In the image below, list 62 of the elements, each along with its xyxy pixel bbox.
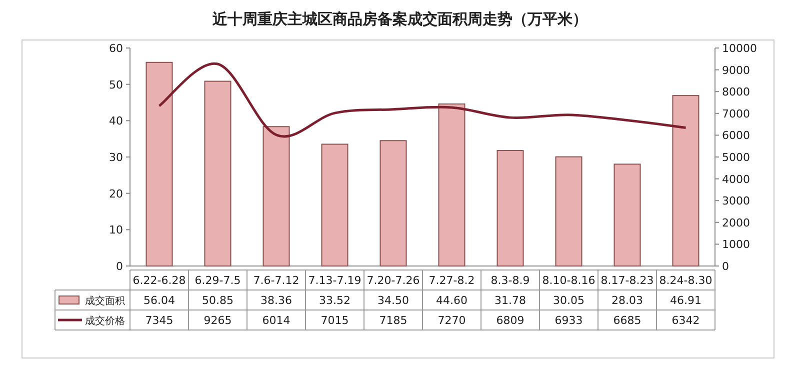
x-tick-label: 8.3-8.9 [490, 274, 530, 287]
y-tick-label: 10 [109, 224, 123, 237]
data-label: 7185 [379, 314, 408, 327]
line-series [158, 62, 687, 138]
data-label: 7015 [320, 314, 349, 327]
data-label: 46.91 [670, 294, 702, 307]
y2-tick-label: 0 [722, 260, 729, 273]
bar [321, 144, 348, 266]
x-tick-label: 8.10-8.16 [542, 274, 596, 287]
bar [496, 150, 524, 266]
y2-tick-label: 7000 [722, 107, 750, 120]
data-label: 38.36 [260, 294, 292, 307]
data-label: 6685 [613, 314, 642, 327]
x-tick-label: 7.6-7.12 [253, 274, 300, 287]
data-label: 33.52 [319, 294, 350, 307]
x-tick-label: 8.17-8.23 [600, 274, 654, 287]
bar [555, 156, 582, 266]
data-label: 7270 [438, 314, 466, 327]
legend-label: 成交面积 [85, 295, 125, 307]
bar [614, 164, 641, 266]
bar [672, 95, 700, 266]
x-tick-label: 7.20-7.26 [366, 274, 420, 287]
x-tick-label: 7.13-7.19 [308, 274, 362, 287]
x-tick-label: 6.22-6.28 [132, 274, 186, 287]
y-tick-label: 30 [109, 151, 123, 164]
data-label: 56.04 [144, 294, 175, 307]
bar [380, 140, 407, 266]
y-tick-label: 60 [109, 42, 123, 55]
legend-label: 成交价格 [85, 315, 125, 327]
chart-title: 近十周重庆主城区商品房备案成交面积周走势（万平米） [212, 10, 588, 28]
data-label: 28.03 [612, 294, 643, 307]
y-tick-label: 0 [116, 260, 123, 273]
y2-tick-label: 9000 [722, 64, 750, 77]
x-tick-label: 7.27-8.2 [428, 274, 475, 287]
y2-tick-label: 1000 [722, 238, 750, 252]
x-tick-label: 6.29-7.5 [194, 274, 241, 287]
bar [438, 103, 466, 266]
data-label: 6933 [554, 314, 583, 327]
bar [204, 80, 232, 266]
data-label: 6342 [672, 314, 700, 327]
y2-tick-label: 3000 [722, 194, 750, 208]
data-label: 34.50 [378, 294, 409, 307]
y-tick-label: 20 [109, 187, 123, 200]
bar [146, 62, 173, 266]
y2-tick-label: 4000 [722, 172, 750, 186]
y2-tick-label: 6000 [722, 129, 750, 142]
data-label: 7345 [145, 314, 174, 327]
y2-tick-label: 10000 [722, 42, 757, 55]
y2-tick-label: 5000 [722, 151, 750, 164]
data-label: 9265 [204, 314, 232, 327]
y-tick-label: 50 [109, 78, 123, 92]
data-label: 6809 [496, 314, 524, 327]
data-label: 6014 [262, 314, 290, 327]
bar [262, 126, 290, 266]
y-tick-label: 40 [109, 114, 123, 128]
y2-tick-label: 8000 [722, 86, 750, 99]
data-label: 44.60 [436, 294, 468, 307]
x-tick-label: 8.24-8.30 [659, 274, 712, 287]
y2-tick-label: 2000 [722, 216, 750, 230]
data-label: 30.05 [553, 294, 584, 307]
data-label: 50.85 [202, 294, 234, 307]
data-label: 31.78 [494, 294, 526, 307]
